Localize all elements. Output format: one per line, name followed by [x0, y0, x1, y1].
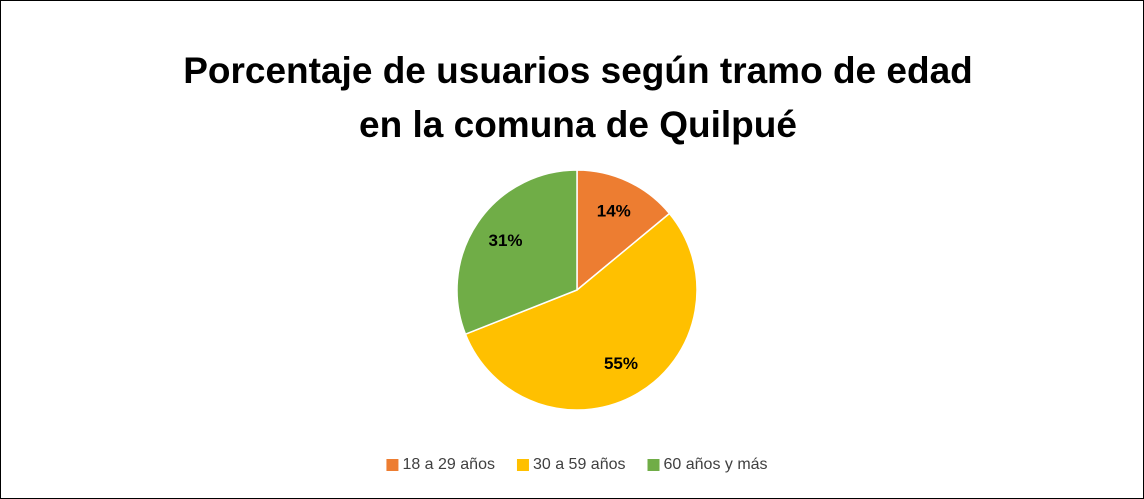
chart-title: Porcentaje de usuarios según tramo de ed…	[183, 50, 973, 145]
data-label: 31%	[489, 231, 523, 250]
data-label: 14%	[597, 201, 631, 220]
pie-slice	[464, 212, 698, 411]
legend-swatch	[516, 459, 529, 471]
data-label: 55%	[604, 354, 638, 373]
pie-slice	[456, 169, 578, 336]
legend-label: 60 años y más	[664, 456, 768, 473]
pie-slice	[576, 169, 671, 292]
legend-label: 30 a 59 años	[533, 456, 626, 473]
legend-swatch	[386, 459, 399, 471]
legend-label: 18 a 29 años	[402, 456, 495, 473]
legend: 18 a 29 años 30 a 59 años 60 años y más	[386, 456, 768, 473]
legend-swatch	[647, 459, 660, 471]
